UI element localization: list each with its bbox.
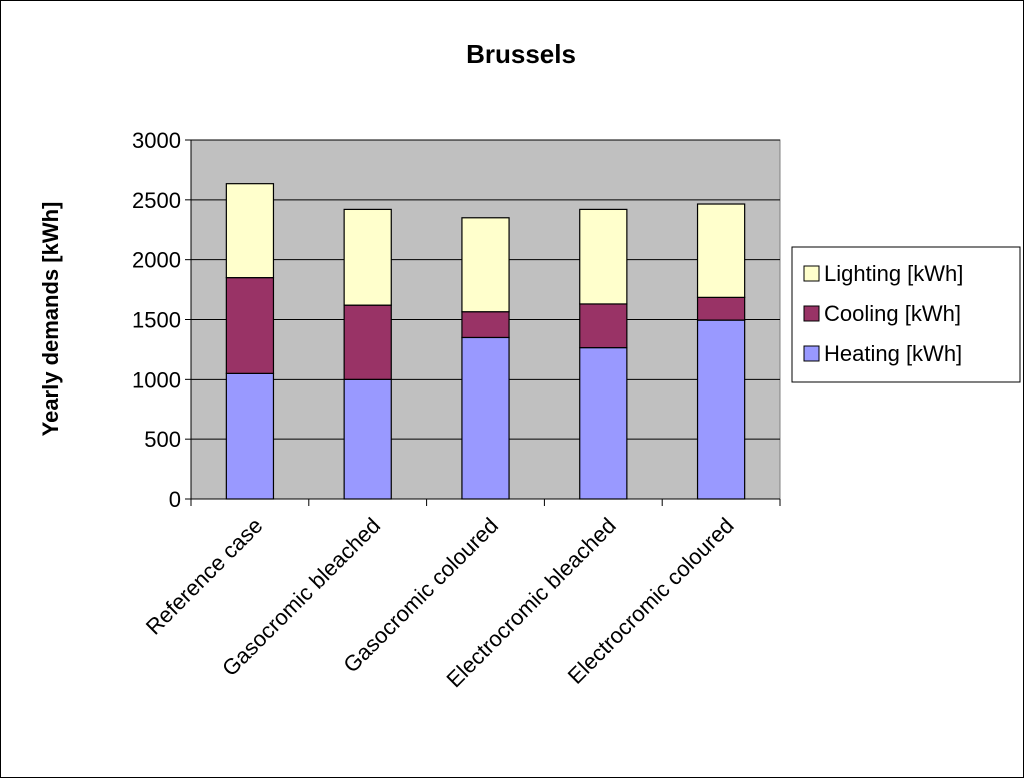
bar-segment xyxy=(579,303,628,349)
y-tick-label: 2500 xyxy=(132,188,181,213)
bar-segment xyxy=(343,378,392,500)
y-tick-label: 2000 xyxy=(132,248,181,273)
y-tick-label: 3000 xyxy=(132,128,181,153)
bar-segment xyxy=(579,208,628,305)
bars xyxy=(225,183,746,500)
legend-swatch xyxy=(803,345,820,362)
bar-segment xyxy=(696,203,746,298)
bar-segment xyxy=(225,183,275,279)
bar-segment xyxy=(579,347,628,500)
gridlines xyxy=(191,139,780,440)
bar-segment xyxy=(225,372,275,500)
chart-title: Brussels xyxy=(466,39,576,69)
y-tick-label: 0 xyxy=(169,487,181,512)
legend-label: Lighting [kWh] xyxy=(824,261,963,286)
y-tick-label: 1000 xyxy=(132,367,181,392)
y-tick-label: 500 xyxy=(144,427,181,452)
y-axis-label: Yearly demands [kWh] xyxy=(38,202,63,437)
bar-segment xyxy=(461,336,510,500)
legend-swatch xyxy=(803,265,820,282)
x-tick-label: Reference case xyxy=(141,513,268,640)
legend-label: Heating [kWh] xyxy=(824,341,962,366)
y-tick-labels: 0 500 1000 1500 2000 2500 3000 xyxy=(132,128,181,512)
legend: Lighting [kWh] Cooling [kWh] Heating [kWh] xyxy=(791,246,1021,383)
bar-segment xyxy=(461,217,510,313)
bar-segment xyxy=(343,304,392,380)
bar-segment xyxy=(461,311,510,339)
bar-segment xyxy=(696,296,746,321)
y-tick-label: 1500 xyxy=(132,308,181,333)
legend-swatch xyxy=(803,305,820,322)
bar-segment xyxy=(696,319,746,500)
bar-segment xyxy=(343,208,392,306)
legend-box xyxy=(791,246,1021,383)
legend-label: Cooling [kWh] xyxy=(824,301,961,326)
axes xyxy=(185,139,781,506)
bar-segment xyxy=(225,277,275,374)
